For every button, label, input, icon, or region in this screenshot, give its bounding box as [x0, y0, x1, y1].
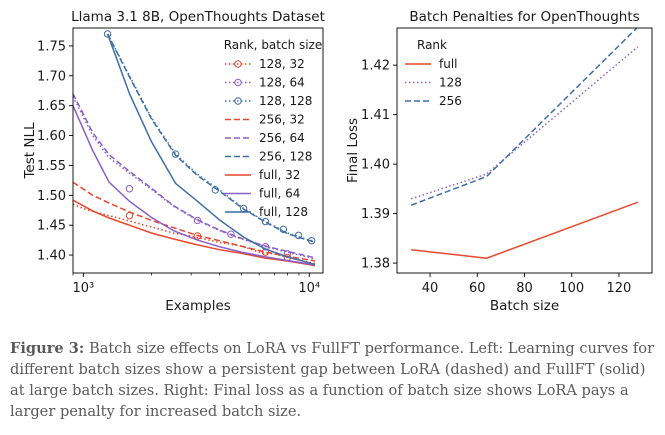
series-line-256 — [410, 28, 638, 206]
legend-label: 256 — [439, 94, 462, 108]
legend-label: 128, 128 — [259, 94, 312, 108]
series-line-full-128 — [106, 33, 316, 266]
series-marker — [294, 231, 303, 240]
y-tick-label: 1.38 — [361, 257, 390, 272]
x-tick-label: 10³ — [72, 281, 94, 296]
legend-swatch-marker — [234, 60, 242, 68]
y-tick-label: 1.60 — [37, 129, 66, 144]
x-axis-label: Batch size — [490, 298, 559, 314]
y-tick-label: 1.40 — [37, 249, 66, 264]
legend-label: full, 64 — [259, 187, 300, 201]
chart-title: Batch Penalties for OpenThoughts — [409, 9, 639, 25]
series-line-full-64 — [73, 105, 316, 266]
legend-swatch-marker — [234, 78, 242, 87]
series-line-full — [411, 201, 639, 259]
y-tick-label: 1.75 — [37, 39, 66, 54]
legend-swatch-marker — [234, 97, 242, 105]
series-marker — [171, 150, 180, 158]
plot-series — [73, 30, 316, 267]
series-marker — [279, 225, 288, 234]
legend-label: full — [439, 57, 458, 71]
y-axis-label: Test NLL — [22, 122, 38, 179]
series-marker — [261, 217, 270, 226]
y-axis-label: Final Loss — [345, 118, 361, 183]
x-tick-label: 60 — [469, 281, 486, 296]
chart-title: Llama 3.1 8B, OpenThoughts Dataset — [71, 9, 325, 25]
legend: Rank full 128 256 — [405, 38, 462, 108]
x-tick-label: 10⁴ — [298, 281, 320, 296]
y-tick-label: 1.55 — [37, 159, 66, 174]
series-marker — [103, 30, 112, 38]
caption-label: Figure 3: — [10, 340, 85, 357]
x-axis-label: Examples — [165, 298, 231, 314]
legend-label: full, 32 — [259, 168, 300, 182]
legend-label: 128 — [439, 76, 462, 90]
series-line-128-32 — [73, 203, 316, 265]
y-tick-label: 1.40 — [361, 158, 390, 173]
legend-title: Rank, batch size — [224, 38, 323, 52]
series-marker — [227, 230, 235, 238]
caption-text: Batch size effects on LoRA vs FullFT per… — [10, 340, 655, 420]
y-tick-label: 1.41 — [361, 108, 390, 123]
legend-label: 256, 64 — [259, 131, 305, 145]
y-tick-label: 1.65 — [37, 99, 66, 114]
legend: Rank, batch size 128, 32 128, 64 128, 128 25… — [224, 38, 323, 219]
y-tick-label: 1.39 — [361, 207, 390, 222]
chart-right: 1.38 1.39 1.40 1.41 1.42 40 60 80 100 120 Batch Pe… — [345, 9, 653, 314]
plot-frame — [396, 27, 653, 274]
plot-series — [410, 28, 639, 259]
legend-label: 256, 128 — [259, 150, 312, 164]
x-tick-label: 40 — [422, 281, 439, 296]
y-tick-label: 1.50 — [37, 189, 66, 204]
series-line-256-128 — [106, 33, 316, 243]
y-tick-label: 1.70 — [37, 69, 66, 84]
x-tick-label: 120 — [607, 281, 632, 296]
legend-label: full, 128 — [259, 205, 308, 219]
legend-label: 128, 64 — [259, 76, 305, 90]
y-tick-label: 1.45 — [37, 219, 66, 234]
figure: 1.40 1.45 1.50 1.55 1.60 1.65 1.70 1.75 10³ 10⁴ Ll… — [22, 9, 653, 314]
x-tick-label: 100 — [559, 281, 584, 296]
figure-caption: Figure 3: Batch size effects on LoRA vs … — [10, 338, 655, 422]
y-tick-label: 1.42 — [361, 59, 390, 74]
chart-left: 1.40 1.45 1.50 1.55 1.60 1.65 1.70 1.75 10³ 10⁴ Ll… — [22, 9, 325, 314]
legend-title: Rank — [417, 38, 447, 52]
plot-frame — [72, 27, 324, 274]
series-marker — [193, 216, 202, 225]
series-line-256-64 — [73, 93, 316, 259]
x-tick-label: 80 — [516, 281, 533, 296]
legend-label: 128, 32 — [259, 57, 305, 71]
legend-label: 256, 32 — [259, 113, 305, 127]
series-marker — [125, 185, 134, 193]
